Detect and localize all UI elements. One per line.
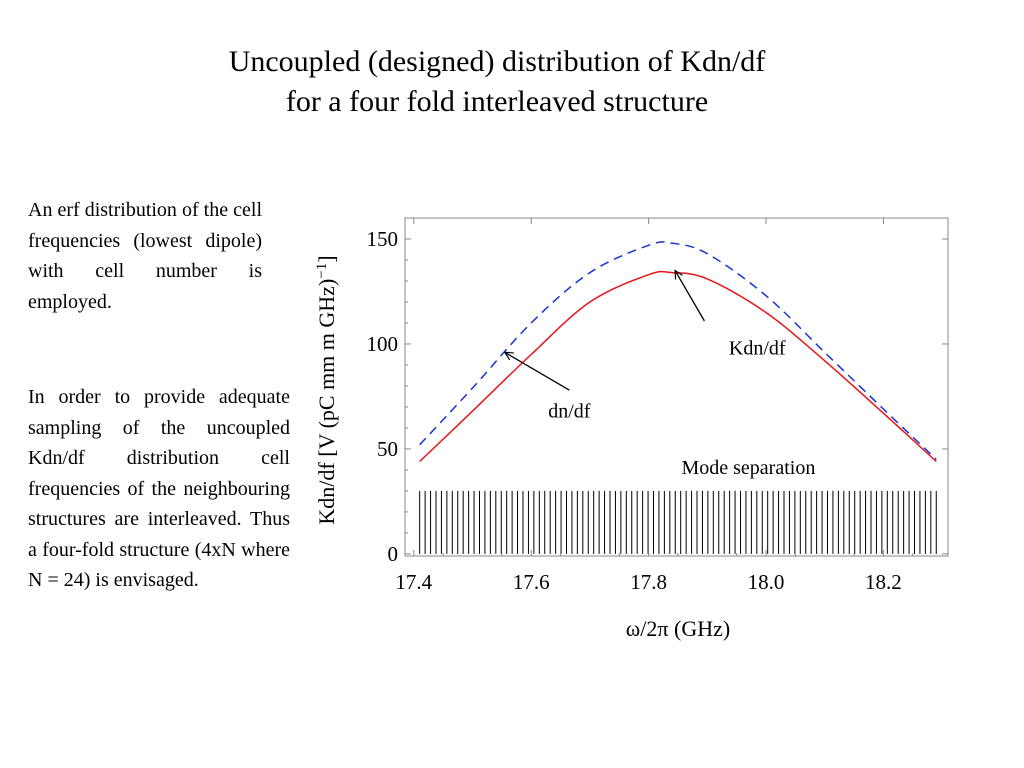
annotation-arrow [675, 270, 705, 322]
plot-frame [404, 217, 949, 557]
y-tick-label: 100 [367, 332, 399, 356]
x-axis-label: ω/2π (GHz) [626, 616, 730, 641]
annotation-arrow [505, 352, 570, 391]
mode-separation-lines [419, 490, 937, 554]
annotation-layer: Kdn/df dn/df Mode separation [505, 270, 815, 479]
paragraph-interleaving: In order to provide adequate sampling of… [28, 386, 290, 591]
annotation-label: Mode separation [681, 457, 815, 479]
paragraph-erf-distribution: An erf distribution of the cell frequenc… [28, 199, 262, 313]
title-line-1: Uncoupled (designed) distribution of Kdn… [228, 45, 766, 78]
series-dn-line [419, 241, 937, 460]
x-tick-label: 17.4 [395, 570, 432, 594]
x-tick-label: 17.6 [513, 570, 550, 594]
slide-title: Uncoupled (designed) distribution of Kdn… [0, 42, 994, 122]
tick-layer: 17.4 17.6 17.8 18.0 18.2 0 50 100 150 [367, 218, 948, 594]
y-tick-label: 150 [367, 227, 399, 251]
y-axis-label: Kdn/df [V (pC mm m GHz)−1] [314, 255, 339, 524]
title-line-2: for a four fold interleaved structure [285, 85, 709, 118]
y-tick-label: 0 [388, 542, 399, 566]
annotation-label: Kdn/df [729, 337, 786, 359]
x-tick-label: 18.0 [748, 570, 785, 594]
series-kdn-line [419, 270, 937, 463]
annotation-label: dn/df [548, 400, 591, 422]
x-tick-label: 18.2 [865, 570, 902, 594]
x-tick-label: 17.8 [630, 570, 667, 594]
series-layer [419, 241, 937, 463]
y-tick-label: 50 [377, 437, 398, 461]
